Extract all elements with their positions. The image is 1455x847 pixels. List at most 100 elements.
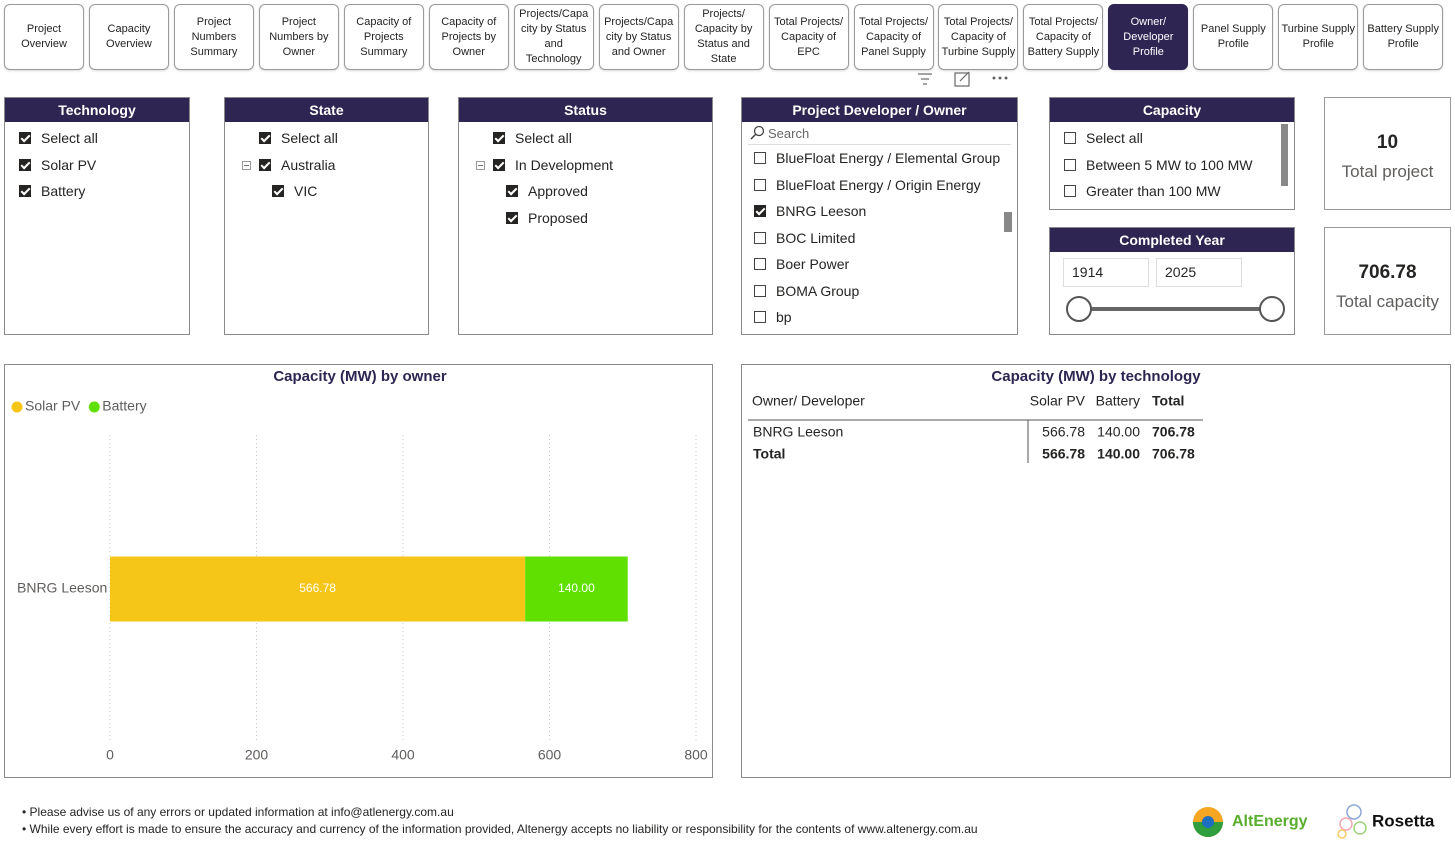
- scrollbar[interactable]: [1281, 124, 1288, 186]
- year-range-slider: [1066, 296, 1285, 322]
- slider-handle[interactable]: [1259, 296, 1285, 322]
- x-tick-label: 200: [245, 747, 269, 763]
- nav-tab[interactable]: Capacity of Projects by Owner: [428, 4, 509, 70]
- table-cell: 140.00: [1097, 424, 1140, 440]
- nav-tab[interactable]: Project Numbers Summary: [173, 4, 254, 70]
- slicer-list: Select all Australia VIC: [225, 122, 428, 205]
- nav-tab[interactable]: Projects/Capacity by Status and Technolo…: [513, 4, 594, 70]
- slicer-item[interactable]: Greater than 100 MW: [1050, 178, 1294, 205]
- slicer-item[interactable]: BOC Limited: [742, 225, 1017, 252]
- kpi-card: 706.78 Total capacity: [1324, 227, 1451, 335]
- slicer-item-label: VIC: [294, 183, 318, 200]
- slicer-item-label: Select all: [1086, 130, 1143, 147]
- slicer-item[interactable]: Select all: [5, 125, 189, 152]
- tree-expander[interactable]: [476, 160, 485, 170]
- slicer-item[interactable]: In Development: [459, 152, 712, 179]
- slicer-item-label: bp: [776, 309, 792, 326]
- checkbox: [506, 185, 518, 198]
- nav-tab[interactable]: Total Projects/ Capacity of Turbine Supp…: [938, 4, 1019, 70]
- table-title: Capacity (MW) by technology: [991, 368, 1201, 385]
- checkbox: [754, 311, 766, 324]
- slicer-item-label: BlueFloat Energy / Origin Energy: [776, 176, 981, 193]
- column-header: Total: [1152, 393, 1184, 409]
- slicer-item[interactable]: BlueFloat Energy / Origin Energy: [742, 172, 1017, 199]
- filter-icon[interactable]: [918, 73, 932, 85]
- x-tick-label: 0: [106, 747, 114, 763]
- nav-tab[interactable]: Capacity of Projects Summary: [343, 4, 424, 70]
- x-tick-label: 400: [391, 747, 415, 763]
- slicer-item[interactable]: BOMA Group: [742, 278, 1017, 305]
- chart: Capacity (MW) by owner 0 200 400 600 800 Sola…: [11, 368, 708, 763]
- nav-tab[interactable]: Total Projects/ Capacity of EPC: [768, 4, 849, 70]
- card-label: Total project: [1341, 162, 1434, 181]
- checkbox: [754, 231, 766, 244]
- slicer-item[interactable]: BlueFloat Energy / Elemental Group: [742, 145, 1017, 172]
- slicer-item[interactable]: Battery: [5, 178, 189, 205]
- visual-toolbar: [918, 71, 1008, 87]
- slicer-item[interactable]: Select all: [225, 125, 428, 152]
- slicer-item[interactable]: Boer Power: [742, 251, 1017, 278]
- slicer-item[interactable]: BNRG Leeson: [742, 198, 1017, 225]
- search-box[interactable]: Search: [748, 122, 1011, 145]
- nav-tab[interactable]: Turbine Supply Profile: [1278, 4, 1359, 70]
- slicer-item[interactable]: Australia: [225, 152, 428, 179]
- slicer-item-label: BNRG Leeson: [776, 203, 867, 220]
- table-cell: 706.78: [1152, 446, 1195, 462]
- slicer-title: Technology: [5, 98, 189, 122]
- slicer-item[interactable]: Proposed: [459, 205, 712, 232]
- year-to[interactable]: 2025: [1156, 258, 1242, 287]
- slicer-title: Status: [459, 98, 712, 122]
- nav-tab[interactable]: Project Overview: [4, 4, 84, 70]
- slicer-item[interactable]: VIC: [225, 178, 428, 205]
- checkbox: [506, 211, 518, 224]
- checkbox: [19, 158, 31, 171]
- rosetta-icon: [1337, 804, 1367, 839]
- column-header: Solar PV: [1030, 393, 1086, 409]
- nav-tab[interactable]: Projects/ Capacity by Status and State: [683, 4, 764, 70]
- year-from[interactable]: 1914: [1063, 258, 1149, 287]
- nav-tab[interactable]: Total Projects/ Capacity of Panel Supply: [853, 4, 934, 70]
- table-cell: 140.00: [1097, 446, 1140, 462]
- tree-expander[interactable]: [242, 160, 251, 170]
- logos: AltEnergy Rosetta: [1193, 804, 1435, 839]
- state-slicer: State Select all Australia VIC: [224, 97, 429, 335]
- nav-tab[interactable]: Project Numbers by Owner: [258, 4, 339, 70]
- footer-note: While every effort is made to ensure the…: [22, 822, 978, 836]
- slicer-item[interactable]: Solar PV: [5, 152, 189, 179]
- scrollbar[interactable]: [1004, 212, 1012, 232]
- nav-tab[interactable]: Panel Supply Profile: [1193, 4, 1274, 70]
- slicer-item[interactable]: Approved: [459, 178, 712, 205]
- focus-icon[interactable]: [954, 71, 970, 87]
- slider-handle[interactable]: [1066, 296, 1092, 322]
- slicer-item-label: Proposed: [528, 209, 588, 226]
- checkbox: [754, 152, 766, 165]
- more-icon[interactable]: [992, 76, 1008, 80]
- table-cell: 566.78: [1042, 424, 1085, 440]
- legend-label: Solar PV: [25, 398, 81, 414]
- slicer-item[interactable]: bp: [742, 304, 1017, 331]
- slicer-item[interactable]: Select all: [459, 125, 712, 152]
- nav-tab[interactable]: Total Projects/ Capacity of Battery Supp…: [1023, 4, 1104, 70]
- checkbox: [1064, 158, 1076, 171]
- developer-slicer: Project Developer / Owner Search BlueFloat…: [741, 97, 1018, 335]
- slicer-item-label: Battery: [41, 183, 86, 200]
- nav-tab[interactable]: Projects/Capacity by Status and Owner: [598, 4, 679, 70]
- checkbox: [754, 258, 766, 271]
- slicer-item-label: Boer Power: [776, 256, 850, 273]
- table-cell: Total: [753, 446, 785, 462]
- checkbox: [272, 185, 284, 198]
- slicer-item[interactable]: Between 5 MW to 100 MW: [1050, 152, 1294, 179]
- bar-segment: [525, 556, 628, 622]
- slicer-item-label: BOC Limited: [776, 229, 856, 246]
- nav-tab[interactable]: Battery Supply Profile: [1363, 4, 1444, 70]
- nav-tab[interactable]: Owner/ Developer Profile: [1108, 4, 1189, 70]
- slicer-item-label: Between 5 MW to 100 MW: [1086, 156, 1253, 173]
- slicer-item[interactable]: Select all: [1050, 125, 1294, 152]
- nav-tab[interactable]: Capacity Overview: [88, 4, 169, 70]
- card-label: Total capacity: [1336, 292, 1439, 311]
- chart-panel: Capacity (MW) by owner 0 200 400 600 800 Sola…: [4, 364, 713, 778]
- table: Capacity (MW) by technology Owner/ Devel…: [748, 368, 1203, 463]
- checkbox: [754, 178, 766, 191]
